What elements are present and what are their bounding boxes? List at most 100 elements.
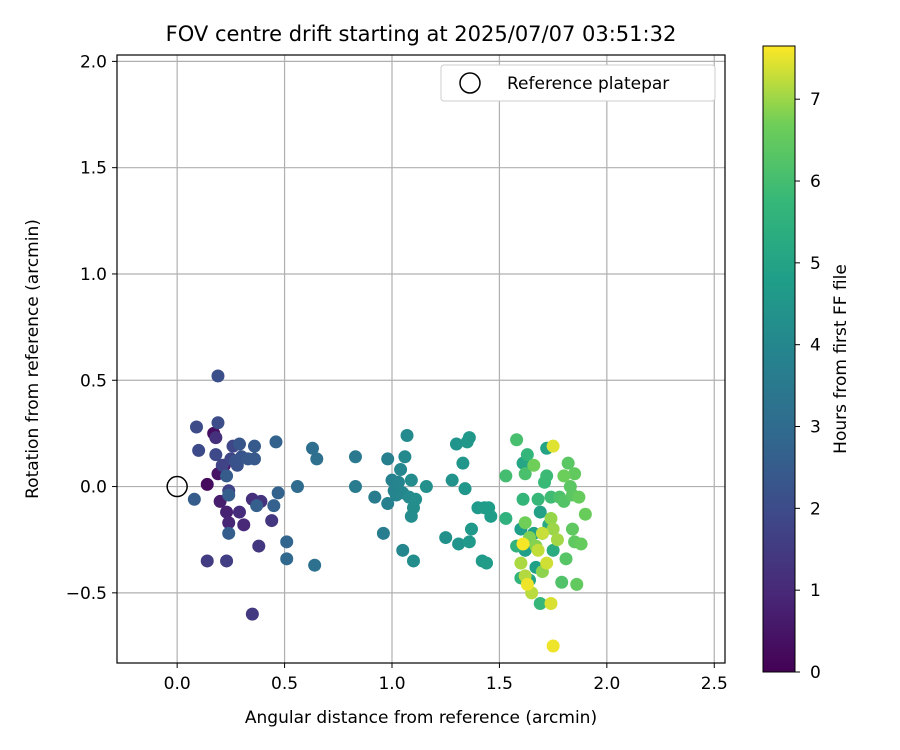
- data-point: [518, 516, 532, 530]
- chart-title: FOV centre drift starting at 2025/07/07 …: [166, 22, 677, 46]
- data-point: [449, 437, 463, 451]
- data-point: [510, 433, 524, 447]
- data-point: [222, 516, 236, 530]
- x-tick-label: 0.0: [164, 674, 191, 694]
- colorbar-tick-label: 2: [810, 499, 821, 519]
- data-point: [565, 522, 579, 536]
- reference-platepar-point: [166, 475, 188, 498]
- y-tick-label: 1.5: [80, 159, 107, 179]
- data-point: [280, 535, 294, 549]
- data-point: [406, 554, 420, 568]
- data-point: [557, 469, 571, 483]
- colorbar-tick-label: 5: [810, 254, 821, 274]
- data-point: [456, 456, 470, 470]
- data-point: [499, 511, 513, 525]
- colorbar-tick-label: 1: [810, 581, 821, 601]
- axis-ticks: 0.0 0.5 1.0 1.5 2.0 2.5 −0.5 0.0 0.5 1.0 1.5 2.0: [66, 52, 728, 694]
- plot-frame: [116, 54, 726, 664]
- data-point: [247, 452, 261, 466]
- data-points: [187, 369, 592, 653]
- data-point: [535, 526, 549, 540]
- data-point: [280, 552, 294, 566]
- data-point: [462, 535, 476, 549]
- data-point: [546, 543, 560, 557]
- x-tick-label: 1.5: [486, 674, 513, 694]
- data-point: [250, 499, 264, 513]
- y-tick-label: 2.0: [80, 52, 107, 72]
- data-point: [232, 505, 246, 519]
- data-point: [484, 509, 498, 523]
- data-point: [516, 537, 530, 551]
- legend-label: Reference platepar: [507, 74, 669, 94]
- data-point: [544, 511, 558, 525]
- data-point: [540, 556, 554, 570]
- data-point: [209, 448, 223, 462]
- colorbar-tick-label: 7: [810, 90, 821, 110]
- data-point: [232, 437, 246, 451]
- data-point: [222, 526, 236, 540]
- data-point: [570, 577, 584, 591]
- data-point: [376, 526, 390, 540]
- y-tick-label: 0.0: [80, 478, 107, 498]
- colorbar-tick-label: 4: [810, 336, 821, 356]
- data-point: [211, 369, 225, 383]
- reference-marker: [166, 475, 188, 498]
- data-point: [439, 531, 453, 545]
- x-tick-label: 2.0: [593, 674, 620, 694]
- data-point: [265, 514, 279, 528]
- data-point: [220, 469, 234, 483]
- data-point: [568, 467, 582, 481]
- data-point: [398, 450, 412, 464]
- data-point: [555, 575, 569, 589]
- data-point: [222, 488, 236, 502]
- data-point: [550, 533, 564, 547]
- colorbar-ticks: 0 1 2 3 4 5 6 7: [795, 90, 821, 683]
- data-point: [189, 420, 203, 434]
- data-point: [540, 469, 554, 483]
- data-point: [533, 596, 547, 610]
- colorbar-tick-label: 6: [810, 172, 821, 192]
- data-point: [237, 518, 251, 532]
- data-point: [200, 554, 214, 568]
- colorbar: 0 1 2 3 4 5 6 7 Hours from first FF file: [762, 45, 851, 683]
- data-point: [290, 480, 304, 494]
- data-point: [220, 505, 234, 519]
- legend-box: [440, 64, 716, 102]
- data-point: [220, 554, 234, 568]
- data-point: [518, 467, 532, 481]
- colorbar-gradient: [762, 45, 796, 673]
- legend-marker: [459, 72, 481, 94]
- data-point: [546, 639, 560, 653]
- colorbar-label: Hours from first FF file: [831, 264, 851, 454]
- data-point: [404, 473, 418, 487]
- data-point: [192, 443, 206, 457]
- data-point: [572, 490, 586, 504]
- colorbar-tick-label: 0: [810, 663, 821, 683]
- data-point: [381, 452, 395, 466]
- data-point: [544, 596, 558, 610]
- data-point: [578, 507, 592, 521]
- data-point: [531, 543, 545, 557]
- data-point: [452, 537, 466, 551]
- y-axis-label: Rotation from reference (arcmin): [23, 219, 43, 499]
- data-point: [200, 477, 214, 491]
- x-tick-label: 1.0: [378, 674, 405, 694]
- data-point: [546, 522, 560, 536]
- data-point: [269, 435, 283, 449]
- x-tick-label: 0.5: [271, 674, 298, 694]
- y-tick-label: 1.0: [80, 265, 107, 285]
- y-tick-label: 0.5: [80, 371, 107, 391]
- data-point: [306, 441, 320, 455]
- data-point: [348, 450, 362, 464]
- data-point: [400, 429, 414, 443]
- data-point: [520, 577, 534, 591]
- data-point: [559, 552, 573, 566]
- data-point: [391, 475, 405, 489]
- data-point: [211, 416, 225, 430]
- data-point: [187, 492, 201, 506]
- data-point: [396, 543, 410, 557]
- data-point: [574, 537, 588, 551]
- data-point: [310, 452, 324, 466]
- y-tick-label: −0.5: [66, 584, 107, 604]
